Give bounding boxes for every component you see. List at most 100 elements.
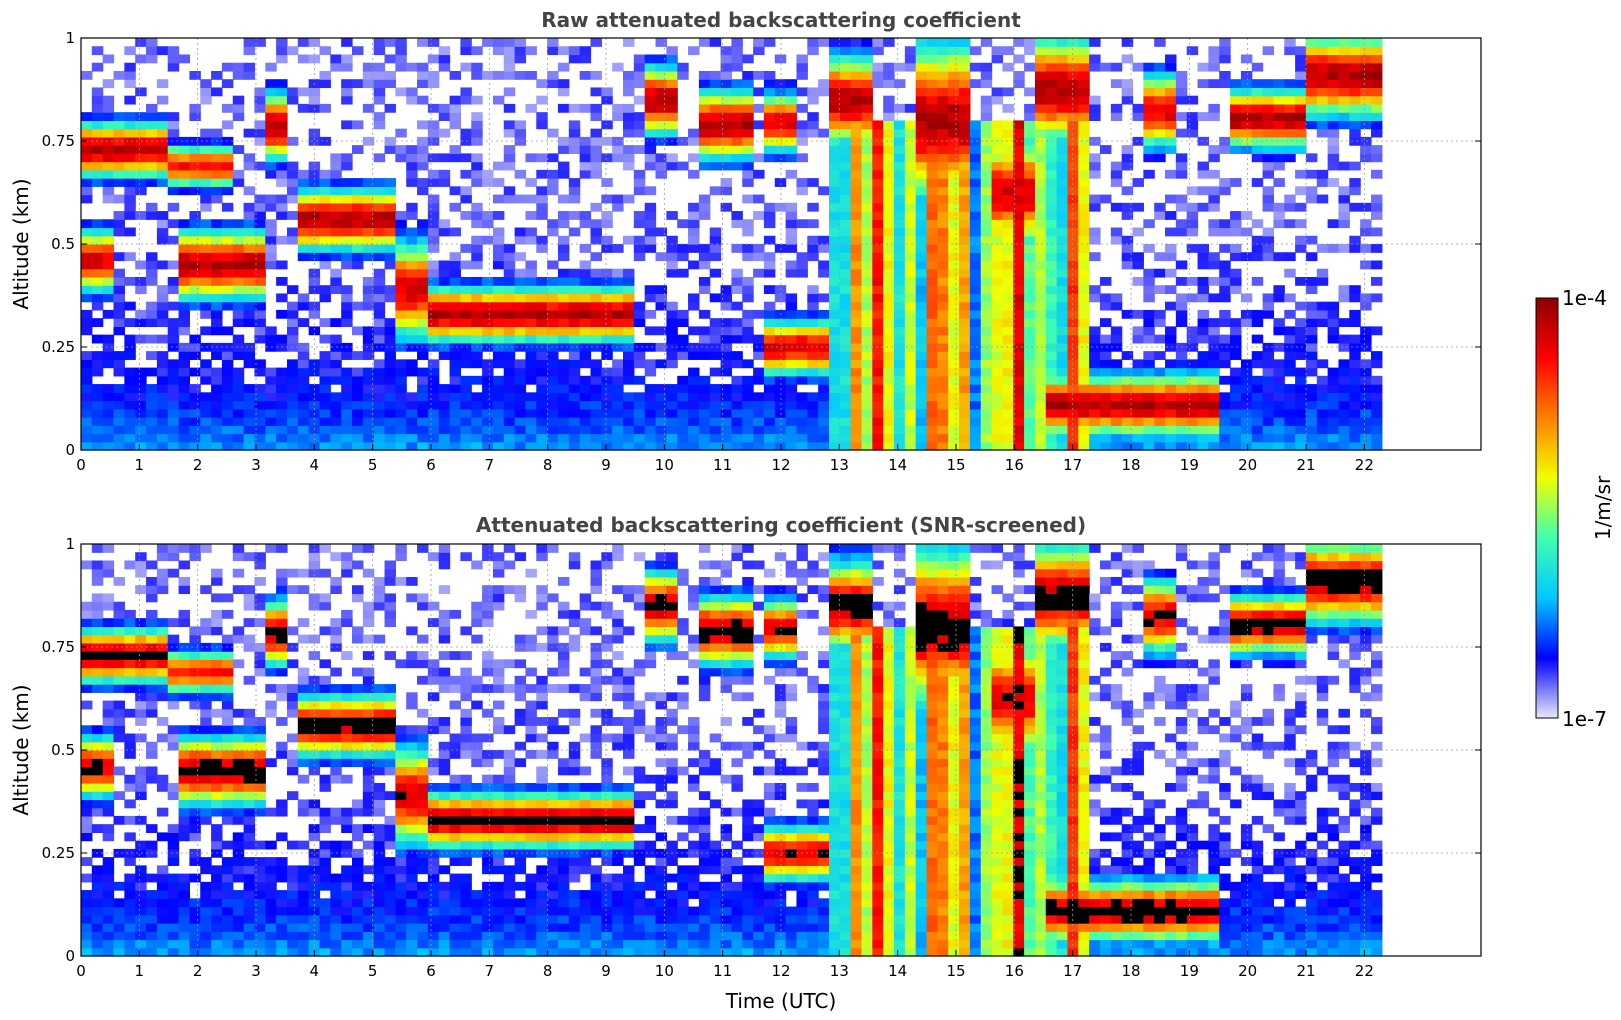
heatmap-cell: [1034, 433, 1047, 443]
heatmap-cell: [211, 890, 223, 899]
heatmap-cell: [969, 408, 982, 418]
heatmap-cell: [904, 392, 917, 402]
heatmap-cell: [503, 425, 516, 435]
heatmap-cell: [308, 202, 321, 212]
heatmap-cell: [850, 186, 863, 196]
heatmap-cell: [633, 301, 646, 311]
heatmap-cell: [601, 326, 613, 336]
heatmap-cell: [1273, 375, 1285, 385]
heatmap-cell: [1316, 169, 1329, 179]
heatmap-cell: [362, 178, 375, 187]
raw-backscatter-panel: Raw attenuated backscattering coefficien…: [9, 8, 1482, 474]
heatmap-cell: [276, 334, 288, 344]
heatmap-cell: [265, 194, 277, 204]
heatmap-cell: [395, 46, 407, 56]
heatmap-cell: [980, 375, 993, 385]
heatmap-cell: [1034, 285, 1047, 295]
heatmap-cell: [91, 178, 104, 187]
heatmap-cell: [135, 153, 147, 163]
heatmap-cell: [904, 169, 917, 179]
heatmap-cell: [460, 392, 472, 402]
heatmap-cell: [167, 285, 180, 295]
heatmap-cell: [232, 219, 245, 229]
heatmap-cell: [341, 367, 353, 377]
heatmap-cell: [753, 392, 765, 402]
heatmap-cell: [102, 898, 115, 908]
heatmap-cell: [1251, 95, 1264, 105]
heatmap-cell: [1154, 103, 1166, 113]
heatmap-cell: [904, 408, 917, 418]
heatmap-cell: [1099, 433, 1112, 443]
heatmap-cell: [91, 766, 104, 776]
heatmap-cell: [156, 425, 169, 435]
heatmap-cell: [937, 87, 949, 97]
heatmap-cell: [1045, 219, 1058, 229]
heatmap-cell: [427, 120, 440, 130]
heatmap-cell: [1219, 359, 1231, 369]
heatmap-cell: [915, 425, 928, 435]
heatmap-cell: [655, 400, 667, 410]
heatmap-cell: [753, 87, 765, 97]
heatmap-cell: [221, 417, 234, 426]
heatmap-cell: [1165, 244, 1177, 253]
heatmap-cell: [482, 392, 494, 402]
heatmap-cell: [579, 309, 592, 319]
heatmap-cell: [1230, 425, 1242, 435]
heatmap-cell: [1186, 334, 1199, 344]
heatmap-cell: [1327, 392, 1340, 402]
heatmap-cell: [1013, 408, 1025, 418]
heatmap-cell: [341, 54, 353, 64]
heatmap-cell: [872, 46, 884, 56]
heatmap-cell: [471, 120, 483, 130]
heatmap-cell: [514, 342, 527, 352]
heatmap-cell: [1175, 194, 1188, 204]
heatmap-cell: [937, 318, 949, 327]
heatmap-cell: [438, 318, 451, 327]
heatmap-cell: [1360, 103, 1372, 113]
y-tick-label: 1: [65, 29, 75, 47]
heatmap-cell: [904, 342, 917, 352]
heatmap-cell: [547, 128, 559, 138]
heatmap-cell: [221, 433, 234, 443]
heatmap-cell: [514, 285, 527, 295]
heatmap-cell: [731, 79, 743, 89]
heatmap-cell: [894, 169, 906, 179]
heatmap-cell: [395, 392, 407, 402]
heatmap-cell: [232, 832, 245, 842]
heatmap-cell: [937, 326, 949, 336]
heatmap-cell: [948, 235, 960, 245]
heatmap-cell: [352, 384, 364, 393]
heatmap-cell: [861, 244, 873, 253]
screened-backscatter-panel: Attenuated backscattering coefficient (S…: [9, 513, 1482, 1013]
heatmap-cell: [503, 70, 516, 80]
heatmap-cell: [276, 367, 288, 377]
heatmap-cell: [1338, 367, 1350, 377]
heatmap-cell: [894, 384, 906, 393]
heatmap-cell: [1230, 441, 1242, 451]
heatmap-cell: [81, 758, 93, 768]
heatmap-cell: [1251, 112, 1264, 121]
heatmap-cell: [438, 408, 451, 418]
heatmap-cell: [221, 178, 234, 187]
heatmap-cell: [503, 103, 516, 113]
heatmap-cell: [1034, 309, 1047, 319]
heatmap-cell: [1273, 293, 1285, 303]
heatmap-cell: [113, 931, 125, 941]
heatmap-cell: [557, 194, 570, 204]
heatmap-cell: [828, 384, 841, 393]
heatmap-cell: [189, 544, 201, 553]
heatmap-cell: [1056, 334, 1069, 344]
heatmap-cell: [980, 153, 993, 163]
heatmap-cell: [1251, 384, 1264, 393]
heatmap-cell: [417, 227, 429, 237]
heatmap-cell: [1338, 120, 1350, 130]
heatmap-cell: [1078, 309, 1090, 319]
heatmap-cell: [926, 400, 938, 410]
heatmap-cell: [417, 367, 429, 377]
heatmap-cell: [1002, 359, 1014, 369]
heatmap-cell: [644, 62, 657, 72]
heatmap-cell: [915, 186, 928, 196]
heatmap-cell: [167, 634, 180, 644]
heatmap-cell: [861, 252, 873, 262]
heatmap-cell: [156, 881, 169, 891]
